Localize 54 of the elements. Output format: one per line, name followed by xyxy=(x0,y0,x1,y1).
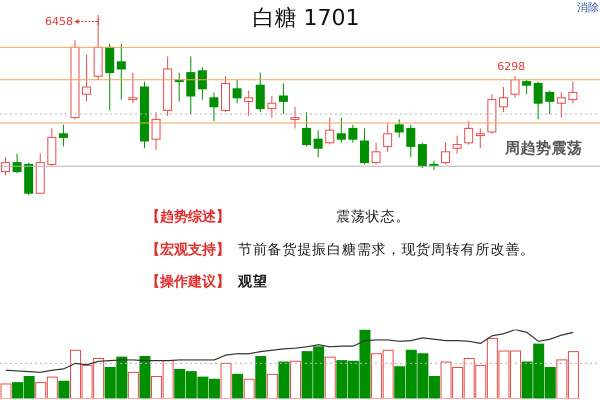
text: 消除 xyxy=(577,1,599,14)
bar xyxy=(278,361,290,398)
candlestick xyxy=(394,118,404,138)
candlestick xyxy=(568,81,578,104)
candlestick xyxy=(314,130,323,158)
candlestick xyxy=(476,128,485,149)
candlestick xyxy=(556,92,566,118)
candlestick xyxy=(372,142,381,165)
candlestick xyxy=(278,82,288,114)
text: 节前备货提振白糖需求，现货周转有所改善。 xyxy=(238,242,535,259)
candlestick xyxy=(152,112,161,150)
candlestick xyxy=(232,79,242,104)
text: 【操作建议】 xyxy=(146,274,230,291)
text: 【趋势综述】 xyxy=(146,209,230,226)
candlestick xyxy=(464,120,474,146)
candlestick xyxy=(406,124,416,158)
annotation: 6298 xyxy=(496,60,526,74)
candlestick xyxy=(198,66,207,100)
bar xyxy=(58,380,70,398)
text: 【宏观支持】 xyxy=(146,242,230,259)
candlestick xyxy=(267,96,276,118)
candlestick xyxy=(325,117,334,146)
candlestick xyxy=(128,72,138,104)
candlestick xyxy=(82,54,92,102)
candlestick xyxy=(545,90,554,114)
candlestick xyxy=(510,76,520,98)
candlestick xyxy=(116,43,126,100)
candlestick xyxy=(302,112,312,147)
bar xyxy=(139,356,150,398)
text: 震荡状态。 xyxy=(336,209,410,226)
candlestick xyxy=(94,15,103,80)
candlestick xyxy=(498,86,508,113)
candlestick xyxy=(290,106,300,129)
candlestick xyxy=(534,81,543,120)
candlestick xyxy=(348,124,358,144)
candlestick xyxy=(522,79,532,95)
candlestick xyxy=(209,92,218,122)
candlestick xyxy=(336,117,346,144)
candlestick xyxy=(360,128,369,165)
candlestick xyxy=(452,135,462,154)
candlestick xyxy=(186,56,196,114)
candlestick xyxy=(256,72,265,113)
chart-title: 白糖 1701 xyxy=(252,6,360,31)
candlestick xyxy=(418,142,427,168)
candlestick xyxy=(244,90,254,116)
candlestick xyxy=(58,124,68,147)
candlestick xyxy=(383,122,392,152)
bar xyxy=(232,374,244,398)
candlestick xyxy=(441,142,450,165)
text: 观望 xyxy=(238,274,268,291)
annotation: 6458 xyxy=(45,15,73,28)
bar xyxy=(255,356,266,398)
annotation: 周趋势震荡 xyxy=(505,139,582,157)
candlestick xyxy=(12,153,22,174)
